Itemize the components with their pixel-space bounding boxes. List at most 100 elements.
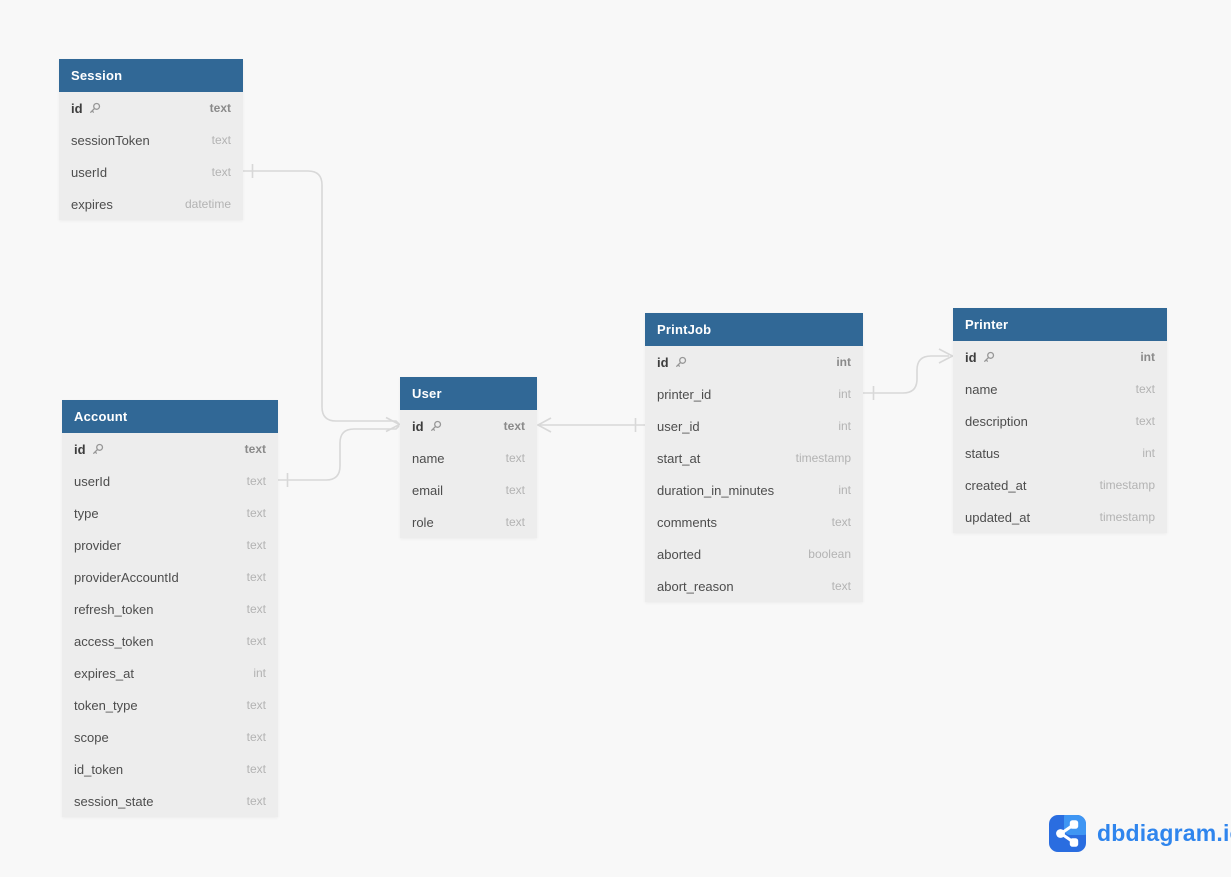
arrowhead [938,348,955,364]
table-header[interactable]: PrintJob [645,313,863,346]
table-row[interactable]: comments text [645,506,863,538]
relationship-printjob-printer_id-to-printer-id[interactable] [863,348,955,400]
table-name: PrintJob [657,322,712,337]
table-header[interactable]: User [400,377,537,410]
field-name: access_token [74,633,154,649]
table-user[interactable]: User id text name text email text role text [400,377,537,538]
field-type: text [246,474,266,488]
field-type: int [253,666,266,680]
relationship-account-userid-to-user-id[interactable] [278,425,400,487]
table-printjob[interactable]: PrintJob id int printer_id int user_id int star… [645,313,863,602]
table-row[interactable]: refresh_token text [62,593,278,625]
table-row[interactable]: status int [953,437,1167,469]
table-row[interactable]: name text [400,442,537,474]
field-name: expires_at [74,665,134,681]
table-row[interactable]: updated_at timestamp [953,501,1167,533]
table-row[interactable]: name text [953,373,1167,405]
field-name: id [71,100,83,116]
field-name: provider [74,537,121,553]
table-row[interactable]: provider text [62,529,278,561]
table-row[interactable]: access_token text [62,625,278,657]
table-row[interactable]: providerAccountId text [62,561,278,593]
table-row[interactable]: id text [400,410,537,442]
table-row[interactable]: expires datetime [59,188,243,220]
relationship-session-userid-to-user-id[interactable] [243,164,402,433]
table-header[interactable]: Account [62,400,278,433]
table-row[interactable]: token_type text [62,689,278,721]
field-type: text [503,419,525,433]
table-row[interactable]: abort_reason text [645,570,863,602]
field-type: text [246,762,266,776]
field-type: text [505,483,525,497]
arrowhead [536,417,552,433]
field-name: userId [71,164,108,180]
table-name: Printer [965,317,1009,332]
table-row[interactable]: email text [400,474,537,506]
table-row[interactable]: userId text [59,156,243,188]
field-name: refresh_token [74,601,154,617]
table-body: id text sessionToken text userId text expires d… [59,92,243,220]
table-row[interactable]: id text [62,433,278,465]
table-session[interactable]: Session id text sessionToken text userId text e… [59,59,243,220]
table-row[interactable]: aborted boolean [645,538,863,570]
table-row[interactable]: start_at timestamp [645,442,863,474]
field-type: timestamp [1099,510,1155,524]
dbdiagram-logo-link[interactable]: dbdiagram.io [1049,815,1231,852]
table-row[interactable]: user_id int [645,410,863,442]
table-name: Account [74,409,128,424]
field-type: text [211,133,231,147]
table-row[interactable]: id text [59,92,243,124]
field-type: text [211,165,231,179]
table-body: id text userId text type text provider text prov… [62,433,278,817]
dbdiagram-logo-text: dbdiagram.io [1097,820,1231,846]
field-type: timestamp [1099,478,1155,492]
field-name: id [412,418,424,434]
table-printer[interactable]: Printer id int name text description text statu… [953,308,1167,533]
table-row[interactable]: type text [62,497,278,529]
field-type: int [838,483,851,497]
table-row[interactable]: id_token text [62,753,278,785]
field-name: session_state [74,793,154,809]
field-type: text [246,570,266,584]
field-name: description [965,413,1028,429]
field-name: abort_reason [657,578,734,594]
table-row[interactable]: description text [953,405,1167,437]
field-type: text [505,515,525,529]
field-type: int [1142,446,1155,460]
primary-key-icon [89,102,100,113]
table-row[interactable]: printer_id int [645,378,863,410]
table-row[interactable]: scope text [62,721,278,753]
field-type: int [836,355,851,369]
table-row[interactable]: id int [645,346,863,378]
field-name: email [412,482,444,498]
table-account[interactable]: Account id text userId text type text provider t… [62,400,278,817]
field-type: text [246,538,266,552]
table-row[interactable]: id int [953,341,1167,373]
field-name: id [965,349,977,365]
field-name: userId [74,473,111,489]
table-body: id int name text description text status int cre… [953,341,1167,533]
field-name: aborted [657,546,702,562]
table-row[interactable]: role text [400,506,537,538]
field-type: text [246,634,266,648]
table-row[interactable]: sessionToken text [59,124,243,156]
field-name: id [657,354,669,370]
field-type: text [246,730,266,744]
relationship-printjob-user_id-to-user-id[interactable] [536,417,645,433]
table-header[interactable]: Printer [953,308,1167,341]
table-row[interactable]: userId text [62,465,278,497]
field-type: text [831,515,851,529]
table-row[interactable]: expires_at int [62,657,278,689]
field-type: int [1140,350,1155,364]
field-name: created_at [965,477,1027,493]
table-row[interactable]: session_state text [62,785,278,817]
field-type: text [1135,382,1155,396]
field-name: name [965,381,998,397]
table-header[interactable]: Session [59,59,243,92]
table-row[interactable]: created_at timestamp [953,469,1167,501]
field-name: printer_id [657,386,712,402]
table-name: User [412,386,442,401]
field-type: int [838,419,851,433]
field-name: duration_in_minutes [657,482,775,498]
table-row[interactable]: duration_in_minutes int [645,474,863,506]
